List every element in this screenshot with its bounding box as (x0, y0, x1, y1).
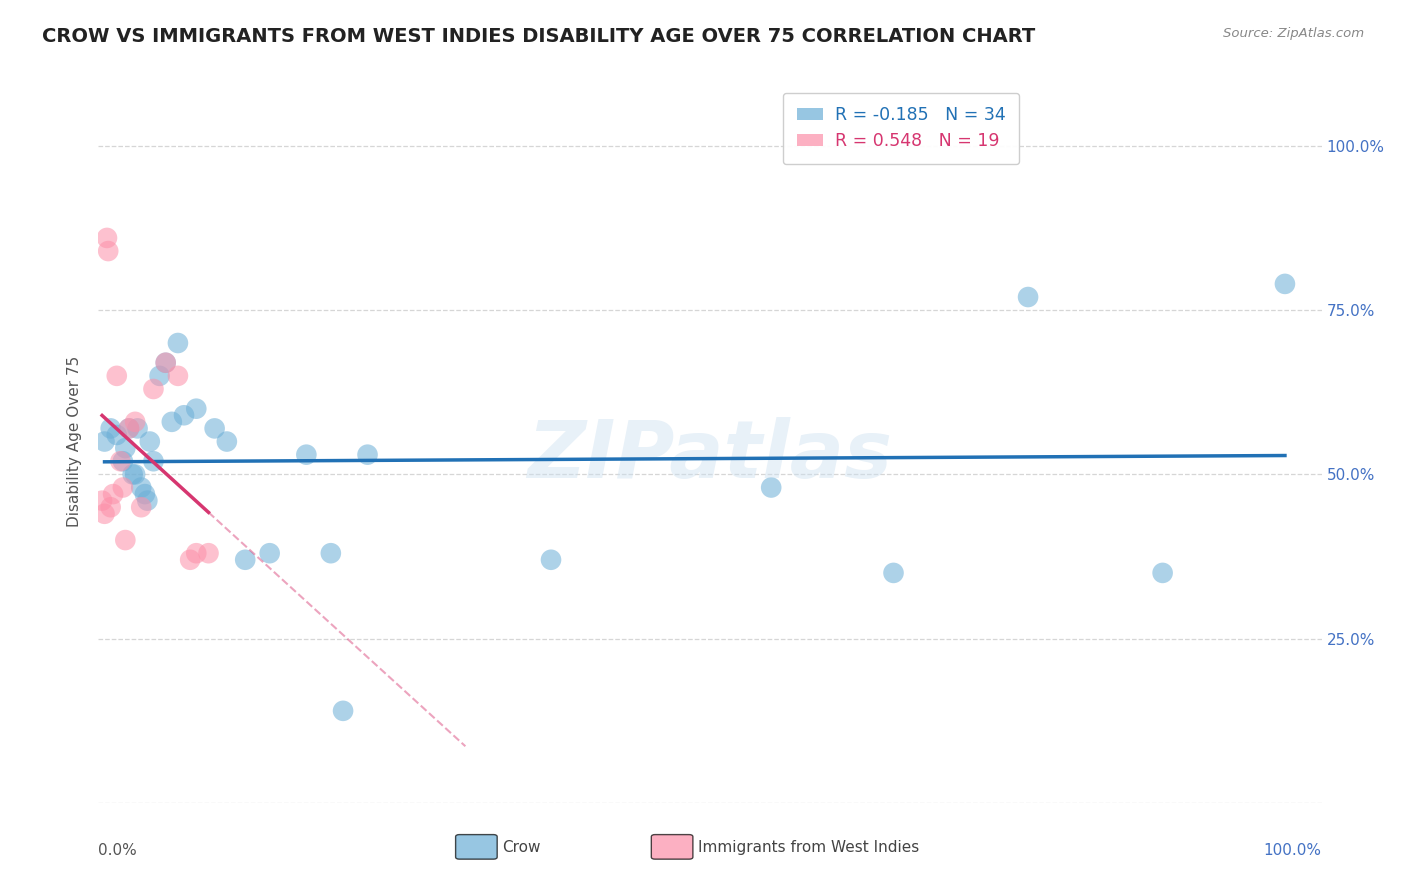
Point (319, 546, 342, 560)
Point (97, 244, 120, 258)
Point (139, 434, 162, 449)
Point (91, 493, 114, 508)
Point (124, 415, 146, 429)
Point (233, 553, 256, 567)
Point (121, 467, 143, 482)
Text: Immigrants from West Indies: Immigrants from West Indies (697, 840, 920, 855)
Point (111, 454, 134, 468)
Point (761, 481, 783, 495)
Point (142, 454, 165, 468)
Point (129, 500, 152, 515)
Point (136, 493, 159, 508)
Text: Crow: Crow (502, 840, 540, 855)
Point (101, 487, 124, 501)
Point (167, 368, 190, 383)
Point (110, 454, 132, 468)
Point (134, 487, 156, 501)
Point (105, 368, 128, 383)
FancyBboxPatch shape (651, 835, 693, 859)
Text: 0.0%: 0.0% (98, 843, 138, 857)
Point (93, 507, 115, 521)
Point (155, 356, 177, 370)
Point (142, 382, 165, 396)
Point (295, 448, 318, 462)
Point (1274, 277, 1296, 291)
Text: CROW VS IMMIGRANTS FROM WEST INDIES DISABILITY AGE OVER 75 CORRELATION CHART: CROW VS IMMIGRANTS FROM WEST INDIES DISA… (42, 27, 1035, 45)
Point (149, 368, 172, 383)
Point (155, 356, 177, 370)
Point (540, 553, 562, 567)
Text: ZIPatlas: ZIPatlas (527, 417, 893, 495)
Point (100, 421, 122, 435)
Point (179, 553, 201, 567)
Point (96, 231, 118, 245)
Point (127, 421, 149, 435)
Point (186, 401, 208, 416)
Point (124, 467, 146, 482)
Point (332, 704, 354, 718)
Point (259, 546, 281, 560)
FancyBboxPatch shape (456, 835, 498, 859)
Text: Source: ZipAtlas.com: Source: ZipAtlas.com (1223, 27, 1364, 40)
Y-axis label: Disability Age Over 75: Disability Age Over 75 (67, 356, 83, 527)
Point (215, 434, 238, 449)
Point (105, 428, 128, 442)
Point (204, 421, 226, 435)
Legend: R = -0.185   N = 34, R = 0.548   N = 19: R = -0.185 N = 34, R = 0.548 N = 19 (783, 93, 1019, 164)
Point (167, 336, 190, 351)
Point (1152, 566, 1174, 580)
Point (100, 500, 122, 515)
Point (197, 546, 219, 560)
Point (356, 448, 378, 462)
Point (173, 409, 195, 423)
Point (1017, 290, 1039, 304)
Point (111, 481, 134, 495)
Point (118, 421, 141, 435)
Point (118, 421, 141, 435)
Point (129, 481, 152, 495)
Point (114, 533, 136, 547)
Point (186, 546, 208, 560)
Point (883, 566, 905, 580)
Point (114, 441, 136, 455)
Text: 100.0%: 100.0% (1264, 843, 1322, 857)
Point (160, 415, 183, 429)
Point (93, 434, 115, 449)
